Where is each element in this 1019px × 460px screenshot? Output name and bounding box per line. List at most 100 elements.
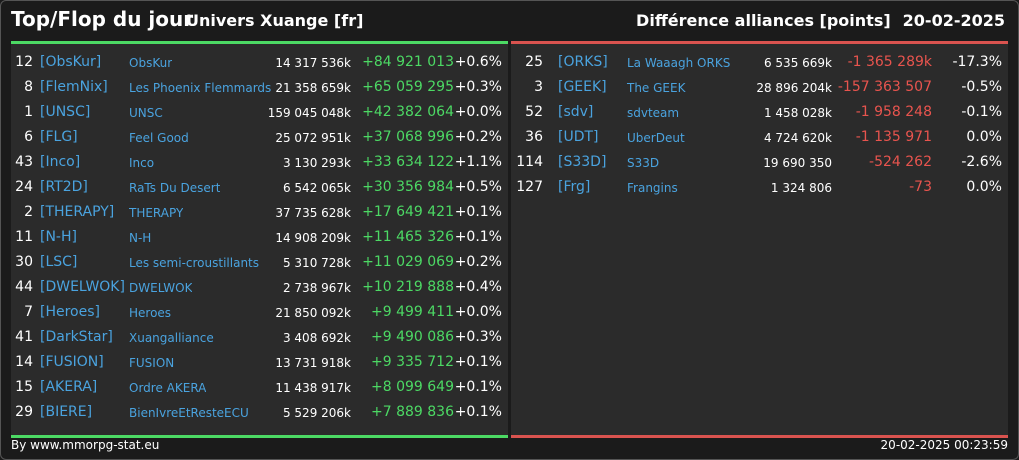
top-row: 15 [AKERA] Ordre AKERA 11 438 917k +8 099 64…: [11, 375, 508, 400]
alliance-name-link[interactable]: S33D: [627, 156, 660, 170]
panel-divider: [508, 41, 511, 438]
alliance-tag-link[interactable]: [ObsKur]: [40, 54, 102, 70]
alliance-points: 3 130 293k: [282, 156, 351, 170]
percent-change: +0.1%: [454, 354, 502, 370]
alliance-tag-link[interactable]: [UNSC]: [40, 104, 91, 120]
percent-change: -2.6%: [961, 154, 1002, 170]
alliance-tag-link[interactable]: [GEEK]: [558, 79, 607, 95]
percent-change: +0.1%: [454, 229, 502, 245]
alliance-tag-link[interactable]: [Heroes]: [40, 304, 100, 320]
points-difference: +10 219 888: [362, 279, 454, 295]
alliance-tag-link[interactable]: [FlemNix]: [40, 79, 108, 95]
alliance-points: 14 908 209k: [275, 231, 351, 245]
alliance-points: 6 535 669k: [763, 56, 832, 70]
points-difference: +37 068 996: [362, 129, 454, 145]
alliance-rank: 36: [525, 129, 543, 145]
points-difference: +65 059 295: [362, 79, 454, 95]
percent-change: +0.3%: [454, 329, 502, 345]
points-difference: +9 335 712: [371, 354, 454, 370]
top-row: 29 [BIERE] BienIvreEtResteECU 5 529 206k +7 …: [11, 400, 508, 425]
alliance-name-link[interactable]: FUSION: [129, 356, 175, 370]
alliance-name-link[interactable]: RaTs Du Desert: [129, 181, 221, 195]
alliance-tag-link[interactable]: [FUSION]: [40, 354, 104, 370]
alliance-tag-link[interactable]: [FLG]: [40, 129, 78, 145]
alliance-name-link[interactable]: ObsKur: [129, 56, 173, 70]
alliance-name-link[interactable]: Ordre AKERA: [129, 381, 207, 395]
percent-change: +0.1%: [454, 379, 502, 395]
points-difference: +7 889 836: [371, 404, 454, 420]
alliance-rank: 8: [24, 79, 33, 95]
alliance-points: 28 896 204k: [756, 81, 832, 95]
alliance-name-link[interactable]: Heroes: [129, 306, 172, 320]
top-row: 7 [Heroes] Heroes 21 850 092k +9 499 411 +0.0…: [11, 300, 508, 325]
footer-credit: By www.mmorpg-stat.eu: [11, 438, 160, 452]
alliance-points: 13 731 918k: [275, 356, 351, 370]
alliance-rank: 29: [15, 404, 33, 420]
percent-change: +0.2%: [454, 254, 502, 270]
alliance-name-link[interactable]: BienIvreEtResteECU: [129, 406, 249, 420]
flop-panel: 25 [ORKS] La Waaagh ORKS 6 535 669k -1 365 2…: [511, 41, 1008, 438]
percent-change: +0.1%: [454, 404, 502, 420]
alliance-rank: 24: [15, 179, 33, 195]
points-difference: +42 382 064: [362, 104, 454, 120]
percent-change: -0.1%: [961, 104, 1002, 120]
percent-change: +0.1%: [454, 204, 502, 220]
points-difference: +9 499 411: [371, 304, 454, 320]
alliance-points: 14 317 536k: [275, 56, 351, 70]
alliance-tag-link[interactable]: [Frg]: [558, 179, 591, 195]
alliance-tag-link[interactable]: [UDT]: [558, 129, 599, 145]
points-difference: +9 490 086: [371, 329, 454, 345]
alliance-rank: 3: [534, 79, 543, 95]
alliance-tag-link[interactable]: [N-H]: [40, 229, 77, 245]
alliance-name-link[interactable]: Feel Good: [129, 131, 189, 145]
alliance-tag-link[interactable]: [THERAPY]: [40, 204, 115, 220]
points-difference: -1 958 248: [855, 104, 932, 120]
alliance-name-link[interactable]: UNSC: [129, 106, 163, 120]
points-difference: -524 262: [869, 154, 932, 170]
alliance-name-link[interactable]: The GEEK: [627, 81, 686, 95]
alliance-points: 5 529 206k: [282, 406, 351, 420]
percent-change: 0.0%: [966, 179, 1002, 195]
alliance-name-link[interactable]: N-H: [129, 231, 152, 245]
alliance-name-link[interactable]: Frangins: [627, 181, 678, 195]
alliance-rank: 44: [15, 279, 33, 295]
alliance-name-link[interactable]: UberDeut: [627, 131, 685, 145]
universe-subtitle: Univers Xuange [fr]: [186, 11, 364, 30]
percent-change: +0.6%: [454, 54, 502, 70]
alliance-tag-link[interactable]: [S33D]: [558, 154, 607, 170]
top-row: 14 [FUSION] FUSION 13 731 918k +9 335 712 +0.…: [11, 350, 508, 375]
alliance-tag-link[interactable]: [ORKS]: [558, 54, 608, 70]
alliance-tag-link[interactable]: [Inco]: [40, 154, 81, 170]
points-difference: +84 921 013: [362, 54, 454, 70]
alliance-tag-link[interactable]: [RT2D]: [40, 179, 88, 195]
alliance-tag-link[interactable]: [BIERE]: [40, 404, 93, 420]
alliance-points: 37 735 628k: [275, 206, 351, 220]
alliance-points: 1 458 028k: [763, 106, 832, 120]
alliance-name-link[interactable]: sdvteam: [627, 106, 680, 120]
alliance-name-link[interactable]: La Waaagh ORKS: [627, 56, 731, 70]
alliance-rank: 25: [525, 54, 543, 70]
flop-row: 25 [ORKS] La Waaagh ORKS 6 535 669k -1 365 2…: [511, 50, 1008, 75]
alliance-rank: 2: [24, 204, 33, 220]
alliance-tag-link[interactable]: [DWELWOK]: [40, 279, 125, 295]
alliance-name-link[interactable]: THERAPY: [129, 206, 184, 220]
points-difference: -1 365 289k: [847, 54, 932, 70]
top-row: 8 [FlemNix] Les Phoenix Flemmards 21 358 65…: [11, 75, 508, 100]
alliance-rank: 15: [15, 379, 33, 395]
alliance-tag-link[interactable]: [sdv]: [558, 104, 594, 120]
alliance-name-link[interactable]: DWELWOK: [129, 281, 193, 295]
footer-timestamp: 20-02-2025 00:23:59: [880, 438, 1008, 452]
alliance-name-link[interactable]: Xuangalliance: [129, 331, 214, 345]
alliance-rank: 11: [15, 229, 33, 245]
alliance-tag-link[interactable]: [DarkStar]: [40, 329, 113, 345]
alliance-name-link[interactable]: Inco: [129, 156, 155, 170]
percent-change: -0.5%: [961, 79, 1002, 95]
header-right: Différence alliances [points] 20-02-2025: [636, 11, 1005, 30]
alliance-tag-link[interactable]: [LSC]: [40, 254, 78, 270]
alliance-tag-link[interactable]: [AKERA]: [40, 379, 98, 395]
alliance-points: 6 542 065k: [282, 181, 351, 195]
top-row: 12 [ObsKur] ObsKur 14 317 536k +84 921 013 +0…: [11, 50, 508, 75]
alliance-name-link[interactable]: Les semi-croustillants: [129, 256, 260, 270]
alliance-points: 2 738 967k: [282, 281, 351, 295]
alliance-name-link[interactable]: Les Phoenix Flemmards: [129, 81, 272, 95]
